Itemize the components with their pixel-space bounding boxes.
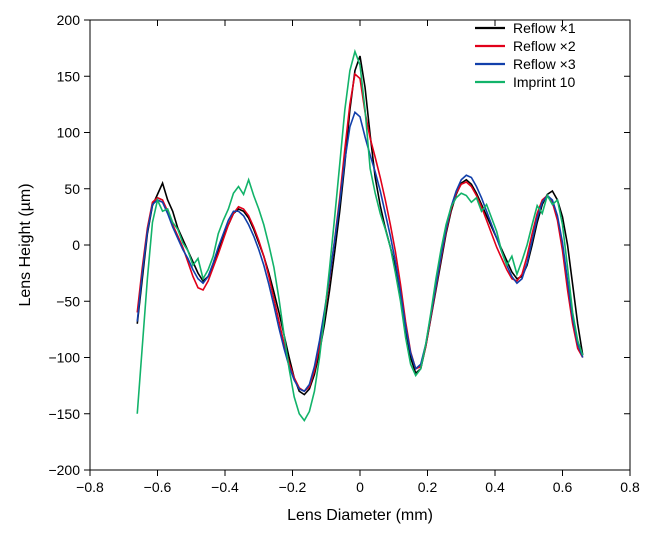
x-tick-label: −0.8 <box>76 479 104 495</box>
x-tick-label: −0.6 <box>144 479 172 495</box>
y-tick-label: −50 <box>56 293 80 309</box>
x-tick-label: −0.4 <box>211 479 239 495</box>
chart-container: −0.8 −0.6 −0.4 −0.2 0 0.2 0.4 0.6 0.8 −200 −150 −10… <box>0 0 650 544</box>
x-tick-label: −0.2 <box>279 479 307 495</box>
legend-label: Imprint 10 <box>513 74 575 90</box>
line-chart: −0.8 −0.6 −0.4 −0.2 0 0.2 0.4 0.6 0.8 −200 −150 −10… <box>0 0 650 544</box>
x-tick-label: 0.8 <box>620 479 640 495</box>
y-axis-title: Lens Height (µm) <box>17 183 34 306</box>
y-tick-label: 100 <box>57 125 81 141</box>
legend-label: Reflow ×3 <box>513 56 576 72</box>
y-tick-label: −200 <box>48 462 80 478</box>
y-tick-label: 50 <box>64 181 80 197</box>
y-tick-label: −150 <box>48 406 80 422</box>
y-tick-label: −100 <box>48 350 80 366</box>
x-tick-label: 0 <box>356 479 364 495</box>
legend-label: Reflow ×1 <box>513 20 576 36</box>
x-tick-label: 0.4 <box>485 479 505 495</box>
legend-label: Reflow ×2 <box>513 38 576 54</box>
x-tick-label: 0.2 <box>418 479 438 495</box>
y-tick-label: 0 <box>72 237 80 253</box>
y-tick-label: 200 <box>57 12 81 28</box>
x-axis-title: Lens Diameter (mm) <box>287 507 433 524</box>
x-tick-label: 0.6 <box>553 479 573 495</box>
y-tick-label: 150 <box>57 68 81 84</box>
